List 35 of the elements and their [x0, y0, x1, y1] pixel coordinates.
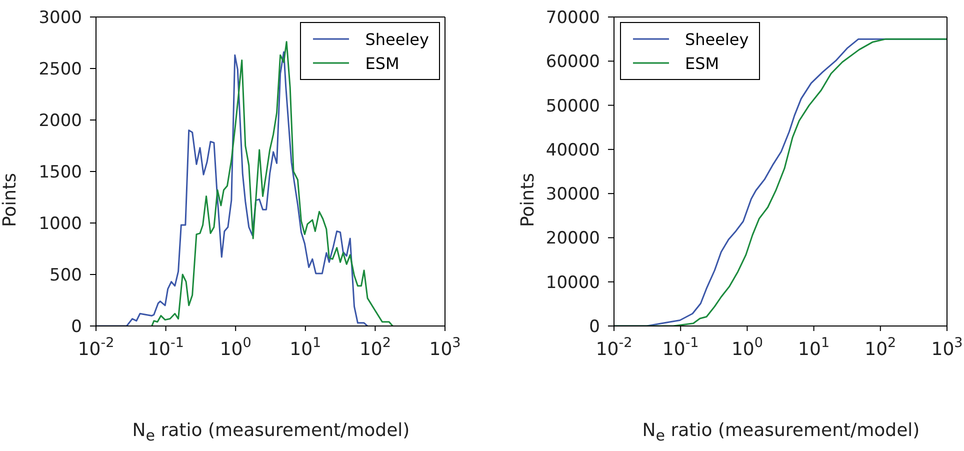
- y-tick-label: 2500: [38, 60, 82, 80]
- x-tick-label: 10$^{-2}$: [596, 335, 632, 360]
- x-tick-label: 10$^{0}$: [220, 335, 252, 360]
- y-tick-label: 50000: [546, 96, 600, 116]
- x-tick-label: 10$^{-1}$: [148, 335, 184, 360]
- legend-label: ESM: [365, 54, 400, 72]
- x-tick-label: 10$^{0}$: [731, 335, 763, 360]
- x-tick-label: 10$^{2}$: [359, 335, 391, 360]
- y-tick-label: 40000: [546, 140, 600, 160]
- legend-label: ESM: [685, 54, 720, 72]
- legend-label: Sheeley: [685, 30, 749, 48]
- y-tick-label: 1000: [38, 214, 82, 234]
- x-tick-label: 10$^{1}$: [798, 335, 830, 360]
- y-tick-label: 1500: [38, 162, 82, 182]
- x-axis-title: N$_{e}$ ratio (measurement/model): [131, 420, 411, 445]
- y-tick-label: 500: [50, 266, 82, 286]
- x-tick-label: 10$^{3}$: [429, 335, 461, 360]
- x-tick-label: 10$^{3}$: [931, 335, 963, 360]
- y-tick-label: 0: [589, 317, 600, 337]
- y-axis-title: Points: [518, 172, 538, 228]
- x-tick-label: 10$^{-1}$: [662, 335, 699, 360]
- y-tick-label: 30000: [546, 184, 600, 205]
- y-axis-title: Points: [0, 172, 20, 228]
- y-tick-label: 70000: [546, 8, 600, 28]
- x-tick-label: 10$^{1}$: [290, 335, 322, 360]
- x-axis-title: N$_{e}$ ratio (measurement/model): [641, 420, 921, 445]
- y-tick-label: 0: [71, 317, 82, 337]
- y-tick-label: 60000: [546, 52, 600, 72]
- x-tick-label: 10$^{-2}$: [78, 335, 114, 360]
- x-tick-label: 10$^{2}$: [864, 335, 896, 360]
- legend-label: Sheeley: [365, 30, 429, 48]
- y-tick-label: 2000: [38, 111, 82, 131]
- y-tick-label: 10000: [546, 272, 600, 293]
- y-tick-label: 3000: [38, 8, 82, 28]
- y-tick-label: 20000: [546, 228, 600, 249]
